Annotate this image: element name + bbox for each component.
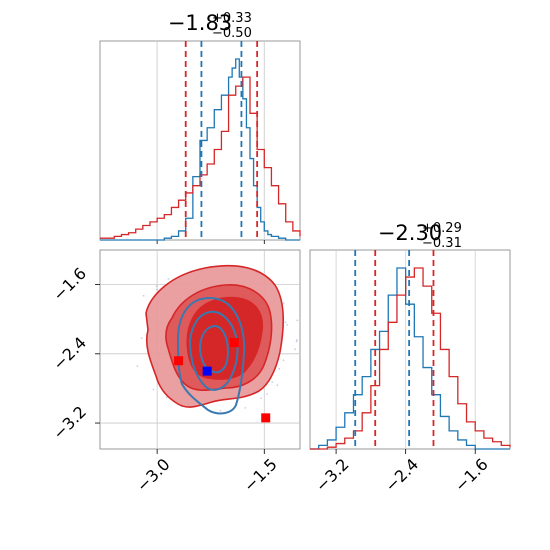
marginal-x-panel: −1.83 +0.33 −0.50 — [99, 11, 301, 244]
hist-series-1 — [100, 76, 301, 239]
marginal-y-title: −2.30 — [378, 221, 442, 245]
marginal-x-title-main: −1.83 — [168, 11, 232, 35]
sample-point — [271, 381, 274, 383]
sample-point — [286, 324, 289, 326]
sample-point — [167, 278, 170, 280]
sample-point — [282, 359, 285, 362]
hist-series-0 — [100, 58, 300, 241]
marginal-y-title-sup: +0.29 — [422, 221, 462, 236]
marginal-y-frame — [309, 249, 511, 450]
joint-panel: −3.0 −1.5 −1.6 −2.4 −3.2 — [49, 249, 301, 496]
marginal-x-title-sub: −0.50 — [212, 26, 252, 41]
sample-point — [295, 340, 298, 343]
y-tick-label: −1.6 — [49, 264, 90, 305]
sample-point — [276, 384, 279, 387]
sample-point — [244, 406, 247, 409]
x-tick-label: −1.5 — [240, 455, 281, 496]
marginal-y-panel: −3.2 −2.4 −1.6 −2.30 +0.29 −0.31 — [309, 221, 511, 496]
marker-0 — [174, 356, 184, 366]
x-tick-label: −2.4 — [381, 455, 422, 496]
sample-point — [260, 397, 262, 400]
blue-contour-outer — [176, 297, 246, 415]
sample-point — [294, 348, 296, 351]
sample-point — [282, 302, 285, 305]
y-tick-label: −3.2 — [49, 402, 90, 443]
sample-point — [142, 294, 145, 297]
sample-point — [165, 396, 168, 399]
marker-2 — [261, 413, 271, 423]
sample-point — [152, 388, 155, 391]
sample-point — [284, 321, 287, 324]
sample-point — [296, 319, 299, 322]
marker-1 — [229, 338, 239, 348]
sample-point — [219, 409, 222, 412]
sample-point — [136, 365, 139, 367]
marginal-y-title-main: −2.30 — [378, 221, 442, 245]
x-tick-label: −3.0 — [133, 455, 174, 496]
sample-point — [140, 337, 143, 340]
joint-contours — [145, 264, 284, 415]
marginal-x-title-sup: +0.33 — [212, 11, 252, 26]
hist-series-0 — [310, 267, 510, 450]
y-tick-label: −2.4 — [49, 333, 90, 374]
x-tick-label: −3.2 — [312, 455, 353, 496]
sample-point — [155, 285, 158, 288]
hist-series-1 — [310, 267, 511, 450]
marginal-y-title-sub: −0.31 — [422, 236, 462, 251]
sample-point — [266, 393, 269, 395]
marker-3 — [202, 366, 212, 376]
sample-point — [155, 288, 158, 291]
x-tick-label: −1.6 — [451, 455, 492, 496]
sample-point — [278, 367, 281, 370]
blue-contour-middle — [188, 310, 239, 391]
marginal-x-title: −1.83 — [168, 11, 232, 35]
